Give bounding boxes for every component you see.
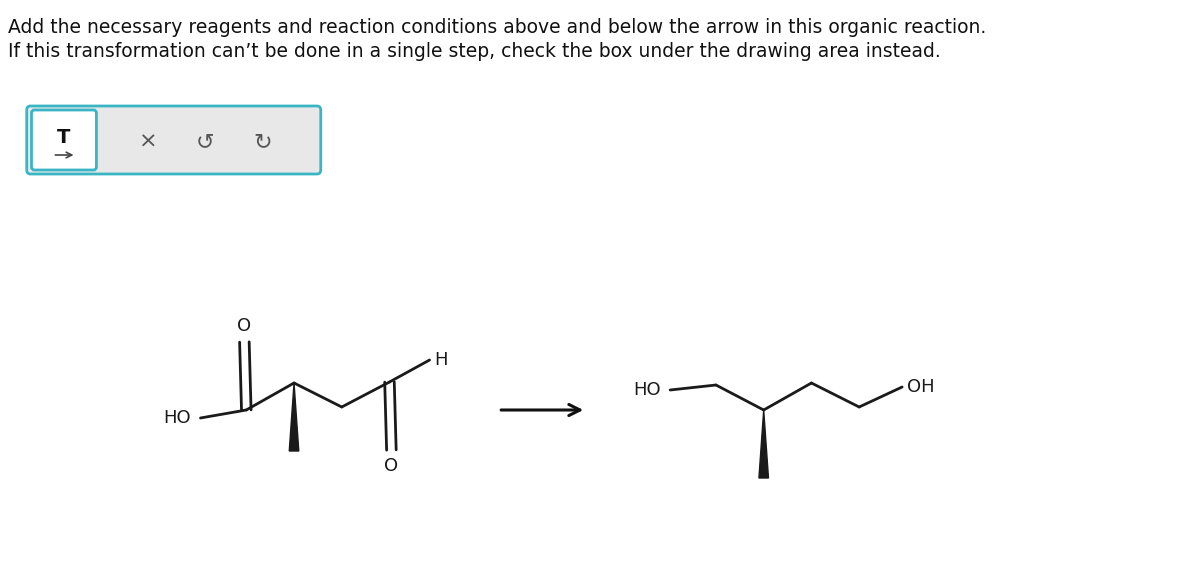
Text: HO: HO	[632, 381, 661, 399]
Text: HO: HO	[163, 409, 191, 427]
Text: O: O	[384, 457, 398, 475]
FancyBboxPatch shape	[31, 110, 96, 170]
Text: H: H	[434, 351, 448, 369]
Text: OH: OH	[907, 378, 935, 396]
FancyBboxPatch shape	[26, 106, 320, 174]
Text: Add the necessary reagents and reaction conditions above and below the arrow in : Add the necessary reagents and reaction …	[7, 18, 986, 37]
Text: ↺: ↺	[196, 132, 215, 152]
Text: If this transformation can’t be done in a single step, check the box under the d: If this transformation can’t be done in …	[7, 42, 941, 61]
Polygon shape	[758, 410, 768, 478]
Polygon shape	[289, 383, 299, 451]
Text: O: O	[238, 317, 252, 335]
Text: ↻: ↻	[253, 132, 272, 152]
Text: ×: ×	[139, 132, 157, 152]
Text: T: T	[58, 128, 71, 147]
